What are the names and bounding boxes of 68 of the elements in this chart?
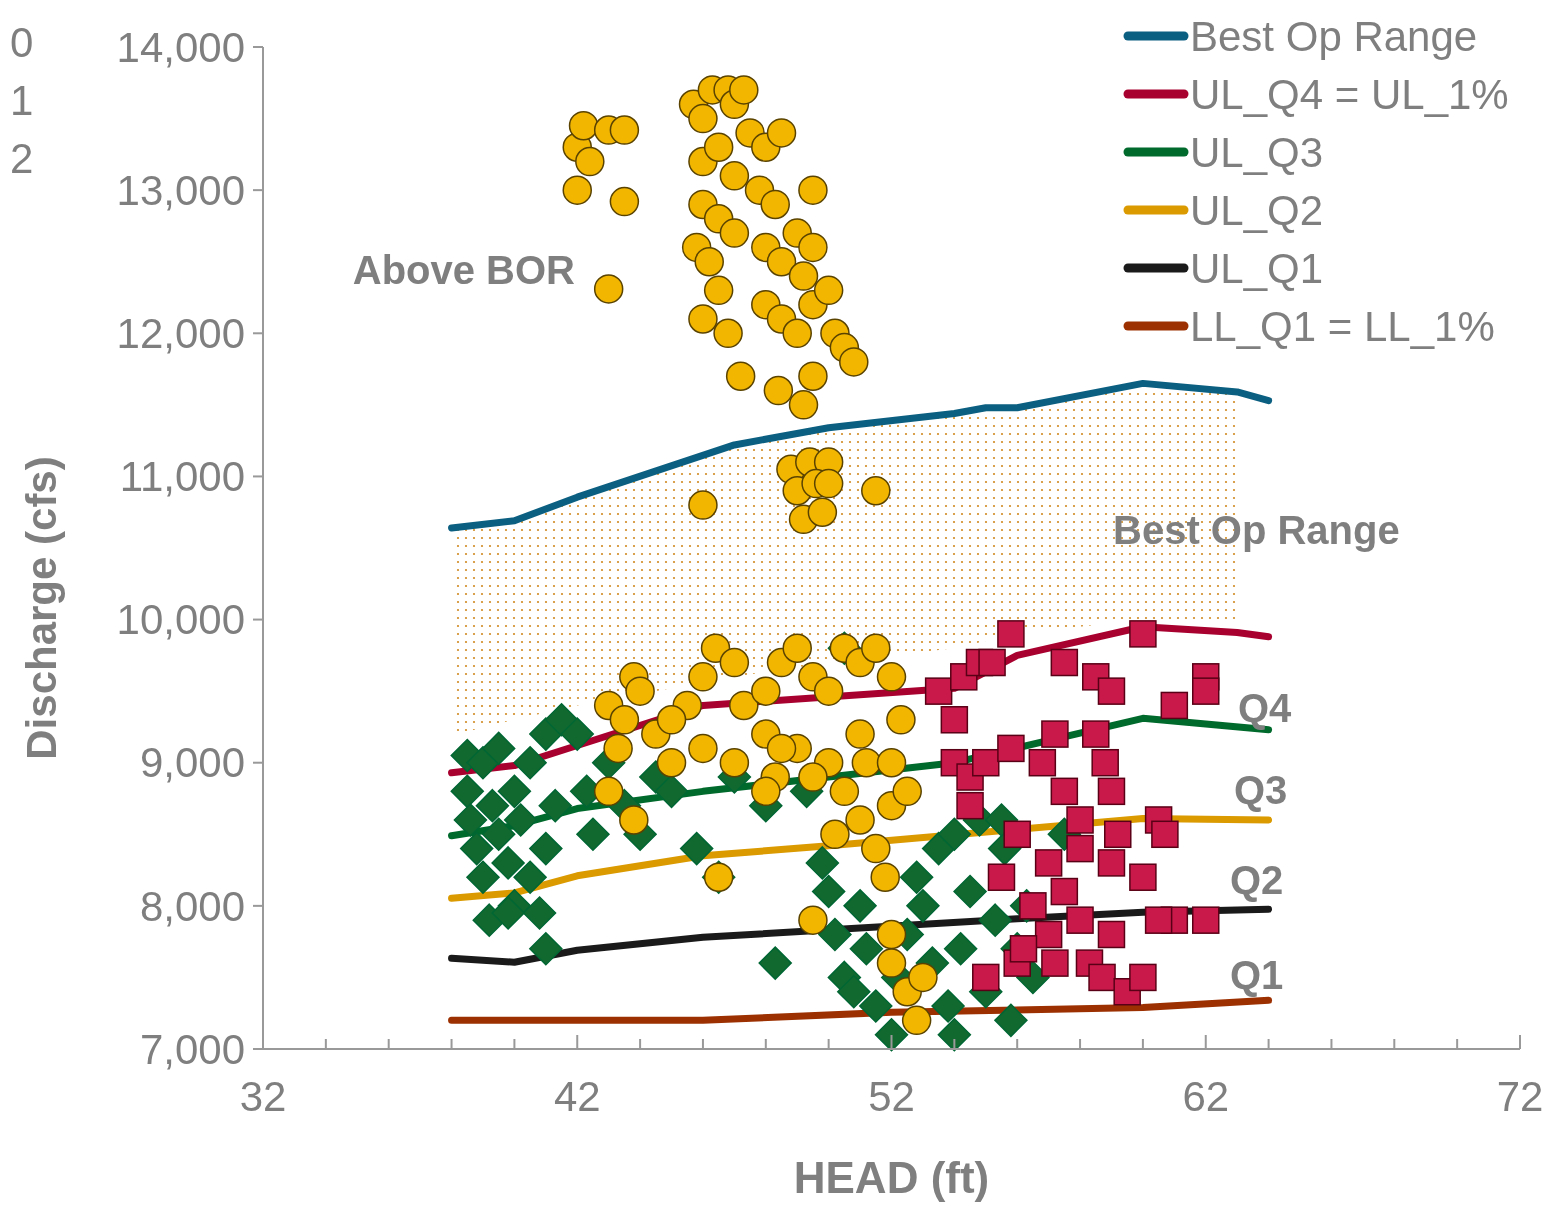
y-tick-label: 11,000 <box>119 453 245 501</box>
legend-label: Best Op Range <box>1190 12 1478 60</box>
legend-label: UL_Q2 <box>1190 186 1324 234</box>
point <box>1082 720 1110 748</box>
x-tick-label: 32 <box>239 1073 287 1120</box>
point <box>1041 949 1069 977</box>
point <box>1050 648 1079 677</box>
y-tick-label: 7,000 <box>139 1025 245 1073</box>
point <box>1034 920 1063 949</box>
point <box>1097 849 1126 877</box>
y-tick-label: 8,000 <box>139 882 245 930</box>
point <box>1097 677 1126 705</box>
point <box>1066 806 1094 834</box>
x-tick-label: 72 <box>1496 1073 1544 1120</box>
point <box>1097 920 1126 949</box>
y-tick-label: 12,000 <box>116 309 245 357</box>
annotation: Q1 <box>1230 953 1284 997</box>
text: 1 <box>10 76 34 124</box>
point <box>956 791 984 820</box>
y-tick-label: 9,000 <box>139 739 245 787</box>
annotation: Best Op Range <box>1113 508 1400 552</box>
point <box>1129 620 1157 648</box>
text: 2 <box>10 134 34 182</box>
y-tick-label: 10,000 <box>116 596 245 644</box>
point <box>972 963 1000 992</box>
x-tick-label: 52 <box>868 1073 915 1120</box>
x-tick-label: 62 <box>1182 1073 1230 1120</box>
point <box>1104 820 1132 849</box>
point <box>1088 963 1116 992</box>
point <box>1192 677 1220 705</box>
x-axis-title: HEAD (ft) <box>793 1153 990 1202</box>
legend-label: UL_Q1 <box>1190 244 1324 292</box>
x-tick-label: 42 <box>553 1073 601 1120</box>
point <box>1034 849 1063 877</box>
point <box>1028 748 1057 777</box>
point <box>1151 820 1179 849</box>
point <box>1009 935 1038 963</box>
legend-label: UL_Q3 <box>1190 128 1324 176</box>
point <box>972 748 1000 777</box>
y-axis-title: Discharge (cfs) <box>18 456 65 760</box>
annotation: Above BOR <box>352 248 576 292</box>
y-tick-label: 14,000 <box>116 23 245 71</box>
point <box>1066 906 1094 934</box>
y-tick-label: 13,000 <box>116 166 245 214</box>
legend-label: LL_Q1 = LL_1% <box>1190 302 1495 350</box>
point <box>940 706 969 734</box>
point <box>997 734 1025 763</box>
legend-label: UL_Q4 = UL_1% <box>1190 70 1509 118</box>
point <box>1091 748 1119 777</box>
point <box>997 620 1025 648</box>
point <box>1019 892 1047 920</box>
annotation: Q3 <box>1234 768 1288 812</box>
point <box>1160 691 1189 720</box>
annotation: Q2 <box>1230 858 1284 902</box>
point <box>1041 720 1069 748</box>
point <box>1050 777 1079 806</box>
point <box>1129 863 1157 891</box>
annotation: Q4 <box>1238 686 1293 730</box>
point <box>924 677 953 705</box>
point <box>1050 877 1079 906</box>
point <box>978 648 1006 677</box>
text: 0 <box>10 18 34 66</box>
point <box>1066 834 1094 863</box>
point <box>1097 777 1126 806</box>
point <box>1144 906 1173 934</box>
point <box>1129 963 1157 992</box>
point <box>1192 906 1220 934</box>
point <box>987 863 1016 891</box>
